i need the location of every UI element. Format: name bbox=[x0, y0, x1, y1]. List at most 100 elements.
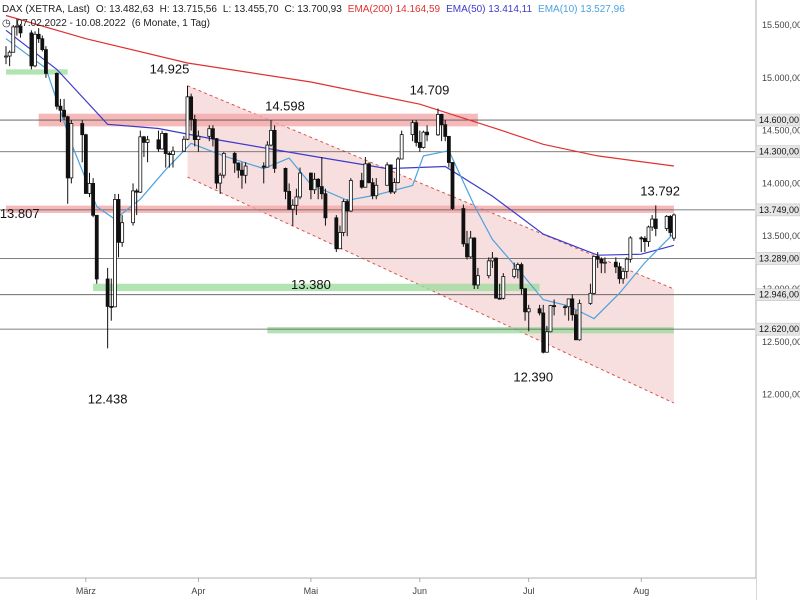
candle-body bbox=[628, 237, 633, 260]
candle-body bbox=[465, 243, 469, 258]
candle-body bbox=[519, 264, 524, 290]
candle-body bbox=[196, 135, 201, 140]
candle-body bbox=[497, 297, 502, 300]
candle-body bbox=[94, 214, 99, 280]
level-tag-label-4: 12.946,00 bbox=[759, 290, 799, 300]
candle-body bbox=[552, 305, 557, 308]
candle-body bbox=[298, 172, 302, 198]
candle-body bbox=[192, 119, 197, 140]
level-tag-0 bbox=[755, 113, 800, 127]
candle-body bbox=[436, 114, 440, 136]
candle-body bbox=[40, 38, 45, 51]
level-tag-label-0: 14.600,00 bbox=[759, 115, 799, 125]
candle-body bbox=[211, 128, 215, 140]
support-zone-2 bbox=[6, 69, 68, 75]
candle-body bbox=[156, 139, 161, 150]
candle-body bbox=[109, 306, 114, 308]
candle-body bbox=[131, 190, 135, 224]
candle-body bbox=[91, 182, 96, 216]
candle-body bbox=[160, 133, 164, 150]
candle-body bbox=[80, 123, 85, 136]
price-label-1: 14.598 bbox=[265, 98, 305, 113]
candle-body bbox=[348, 180, 353, 212]
chart-header: DAX (XETRA, Last) O: 13.482,63 H: 13.715… bbox=[2, 3, 625, 31]
candle-body bbox=[167, 153, 172, 155]
period-label: (6 Monate, 1 Tag) bbox=[131, 18, 210, 29]
candle-body bbox=[653, 218, 658, 229]
level-tag-1 bbox=[755, 145, 800, 158]
candle-body bbox=[621, 270, 625, 280]
candle-body bbox=[570, 298, 575, 316]
candle-body bbox=[316, 178, 321, 187]
candle-body bbox=[36, 33, 41, 40]
price-label-5: 12.438 bbox=[88, 391, 128, 406]
candle-body bbox=[472, 237, 477, 286]
candle-body bbox=[83, 134, 88, 194]
candle-body bbox=[232, 153, 237, 164]
resistance-zone-1 bbox=[6, 205, 674, 213]
candle-body bbox=[439, 114, 444, 126]
close-value: C: 13.700,93 bbox=[284, 4, 342, 15]
candle-body bbox=[490, 257, 495, 262]
candle-body bbox=[243, 165, 248, 176]
candle-body bbox=[617, 266, 622, 280]
candle-body bbox=[421, 131, 426, 148]
level-tag-label-2: 13.749,00 bbox=[759, 205, 799, 215]
support-zone-3 bbox=[93, 283, 540, 292]
candle-body bbox=[672, 214, 676, 239]
candle-body bbox=[548, 305, 553, 333]
candle-body bbox=[363, 163, 368, 188]
candle-body bbox=[523, 288, 527, 313]
price-label-2: 14.709 bbox=[410, 83, 450, 98]
x-tick-label-1: Apr bbox=[191, 586, 205, 596]
x-tick-label-2: Mai bbox=[304, 586, 319, 596]
candle-body bbox=[592, 256, 596, 294]
candle-body bbox=[515, 264, 520, 270]
candle-body bbox=[541, 312, 546, 353]
candle-body bbox=[62, 109, 66, 118]
candle-body bbox=[664, 215, 669, 229]
candle-body bbox=[642, 237, 647, 242]
candle-body bbox=[138, 136, 143, 193]
candle-body bbox=[359, 180, 364, 188]
y-tick-label-3: 14.000,00 bbox=[762, 178, 800, 188]
candle-body bbox=[269, 129, 273, 146]
candle-body bbox=[613, 261, 618, 268]
low-value: L: 13.455,70 bbox=[222, 4, 279, 15]
candle-body bbox=[319, 186, 324, 195]
candle-body bbox=[14, 25, 19, 28]
candle-body bbox=[116, 199, 121, 243]
candle-body bbox=[294, 196, 299, 206]
level-tag-5 bbox=[755, 322, 800, 336]
candle-body bbox=[370, 182, 375, 197]
candle-body bbox=[396, 158, 400, 183]
candle-body bbox=[668, 215, 673, 233]
candle-body bbox=[4, 55, 8, 58]
candle-body bbox=[261, 165, 266, 168]
candle-body bbox=[134, 190, 139, 193]
candle-body bbox=[142, 136, 146, 143]
candle-body bbox=[65, 116, 70, 179]
candle-body bbox=[646, 226, 651, 242]
x-tick-label-3: Jun bbox=[413, 586, 428, 596]
candle-body bbox=[624, 258, 629, 272]
candle-body bbox=[33, 33, 37, 67]
candle-body bbox=[563, 306, 567, 309]
candle-body bbox=[461, 208, 466, 245]
open-value: O: 13.482,63 bbox=[95, 4, 154, 15]
y-tick-label-2: 14.500,00 bbox=[762, 126, 800, 136]
price-label-7: 13.792 bbox=[640, 183, 680, 198]
x-tick-label-4: Jul bbox=[523, 586, 535, 596]
y-tick-label-4: 13.500,00 bbox=[762, 231, 800, 241]
level-tag-4 bbox=[755, 288, 800, 301]
x-tick-label-0: März bbox=[76, 586, 96, 596]
candle-body bbox=[417, 142, 422, 148]
candle-body bbox=[367, 163, 371, 184]
x-axis: März Apr Mai Jun Jul Aug bbox=[0, 577, 756, 600]
ema50-legend: EMA(50) 13.414,11 bbox=[446, 4, 533, 15]
candle-body bbox=[526, 308, 531, 313]
candle-body bbox=[338, 232, 342, 250]
candle-body bbox=[171, 150, 175, 155]
candle-body bbox=[221, 153, 226, 176]
